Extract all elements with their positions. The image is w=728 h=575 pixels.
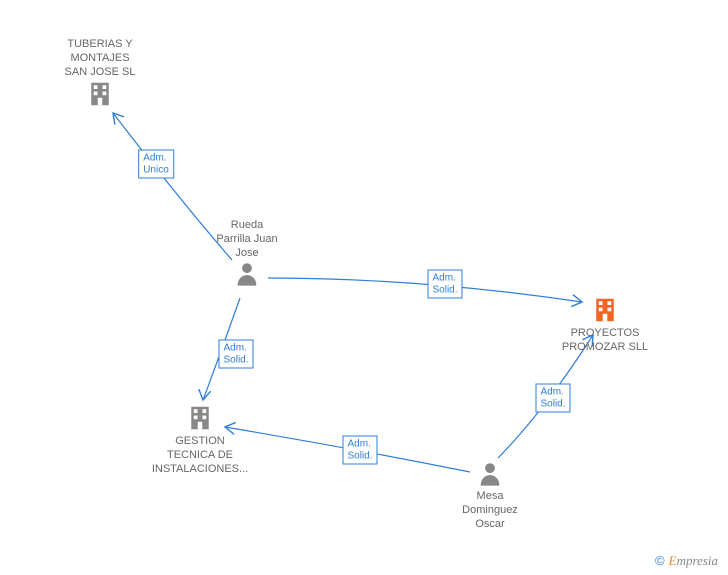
node-label: RuedaParrilla JuanJose — [202, 219, 292, 260]
node-mesa[interactable]: MesaDominguezOscar — [445, 460, 535, 531]
edge-label: Adm. Solid. — [535, 384, 570, 413]
node-gestion[interactable]: GESTIONTECNICA DEINSTALACIONES... — [140, 403, 260, 476]
edge-label: Adm. Solid. — [427, 270, 462, 299]
node-promozar[interactable]: PROYECTOSPROMOZAR SLL — [550, 295, 660, 355]
brand-rest: mpresia — [677, 553, 718, 568]
edge-label: Adm. Solid. — [218, 340, 253, 369]
node-label: GESTIONTECNICA DEINSTALACIONES... — [140, 435, 260, 476]
node-label: TUBERIAS YMONTAJESSAN JOSE SL — [55, 38, 145, 79]
copyright-symbol: © — [655, 553, 665, 568]
edge — [268, 278, 582, 302]
node-rueda[interactable]: RuedaParrilla JuanJose — [202, 219, 292, 290]
building-icon — [85, 79, 115, 109]
watermark: © Empresia — [655, 553, 718, 569]
person-icon — [233, 260, 261, 288]
edge-label: Adm. Unico — [138, 150, 174, 179]
person-icon — [476, 460, 504, 488]
brand-first-letter: E — [669, 553, 677, 568]
building-icon — [185, 403, 215, 433]
building-icon — [590, 295, 620, 325]
node-label: MesaDominguezOscar — [445, 490, 535, 531]
edge-label: Adm. Solid. — [342, 436, 377, 465]
diagram-canvas: TUBERIAS YMONTAJESSAN JOSE SL RuedaParri… — [0, 0, 728, 575]
node-label: PROYECTOSPROMOZAR SLL — [550, 327, 660, 355]
node-tuberias[interactable]: TUBERIAS YMONTAJESSAN JOSE SL — [55, 38, 145, 111]
